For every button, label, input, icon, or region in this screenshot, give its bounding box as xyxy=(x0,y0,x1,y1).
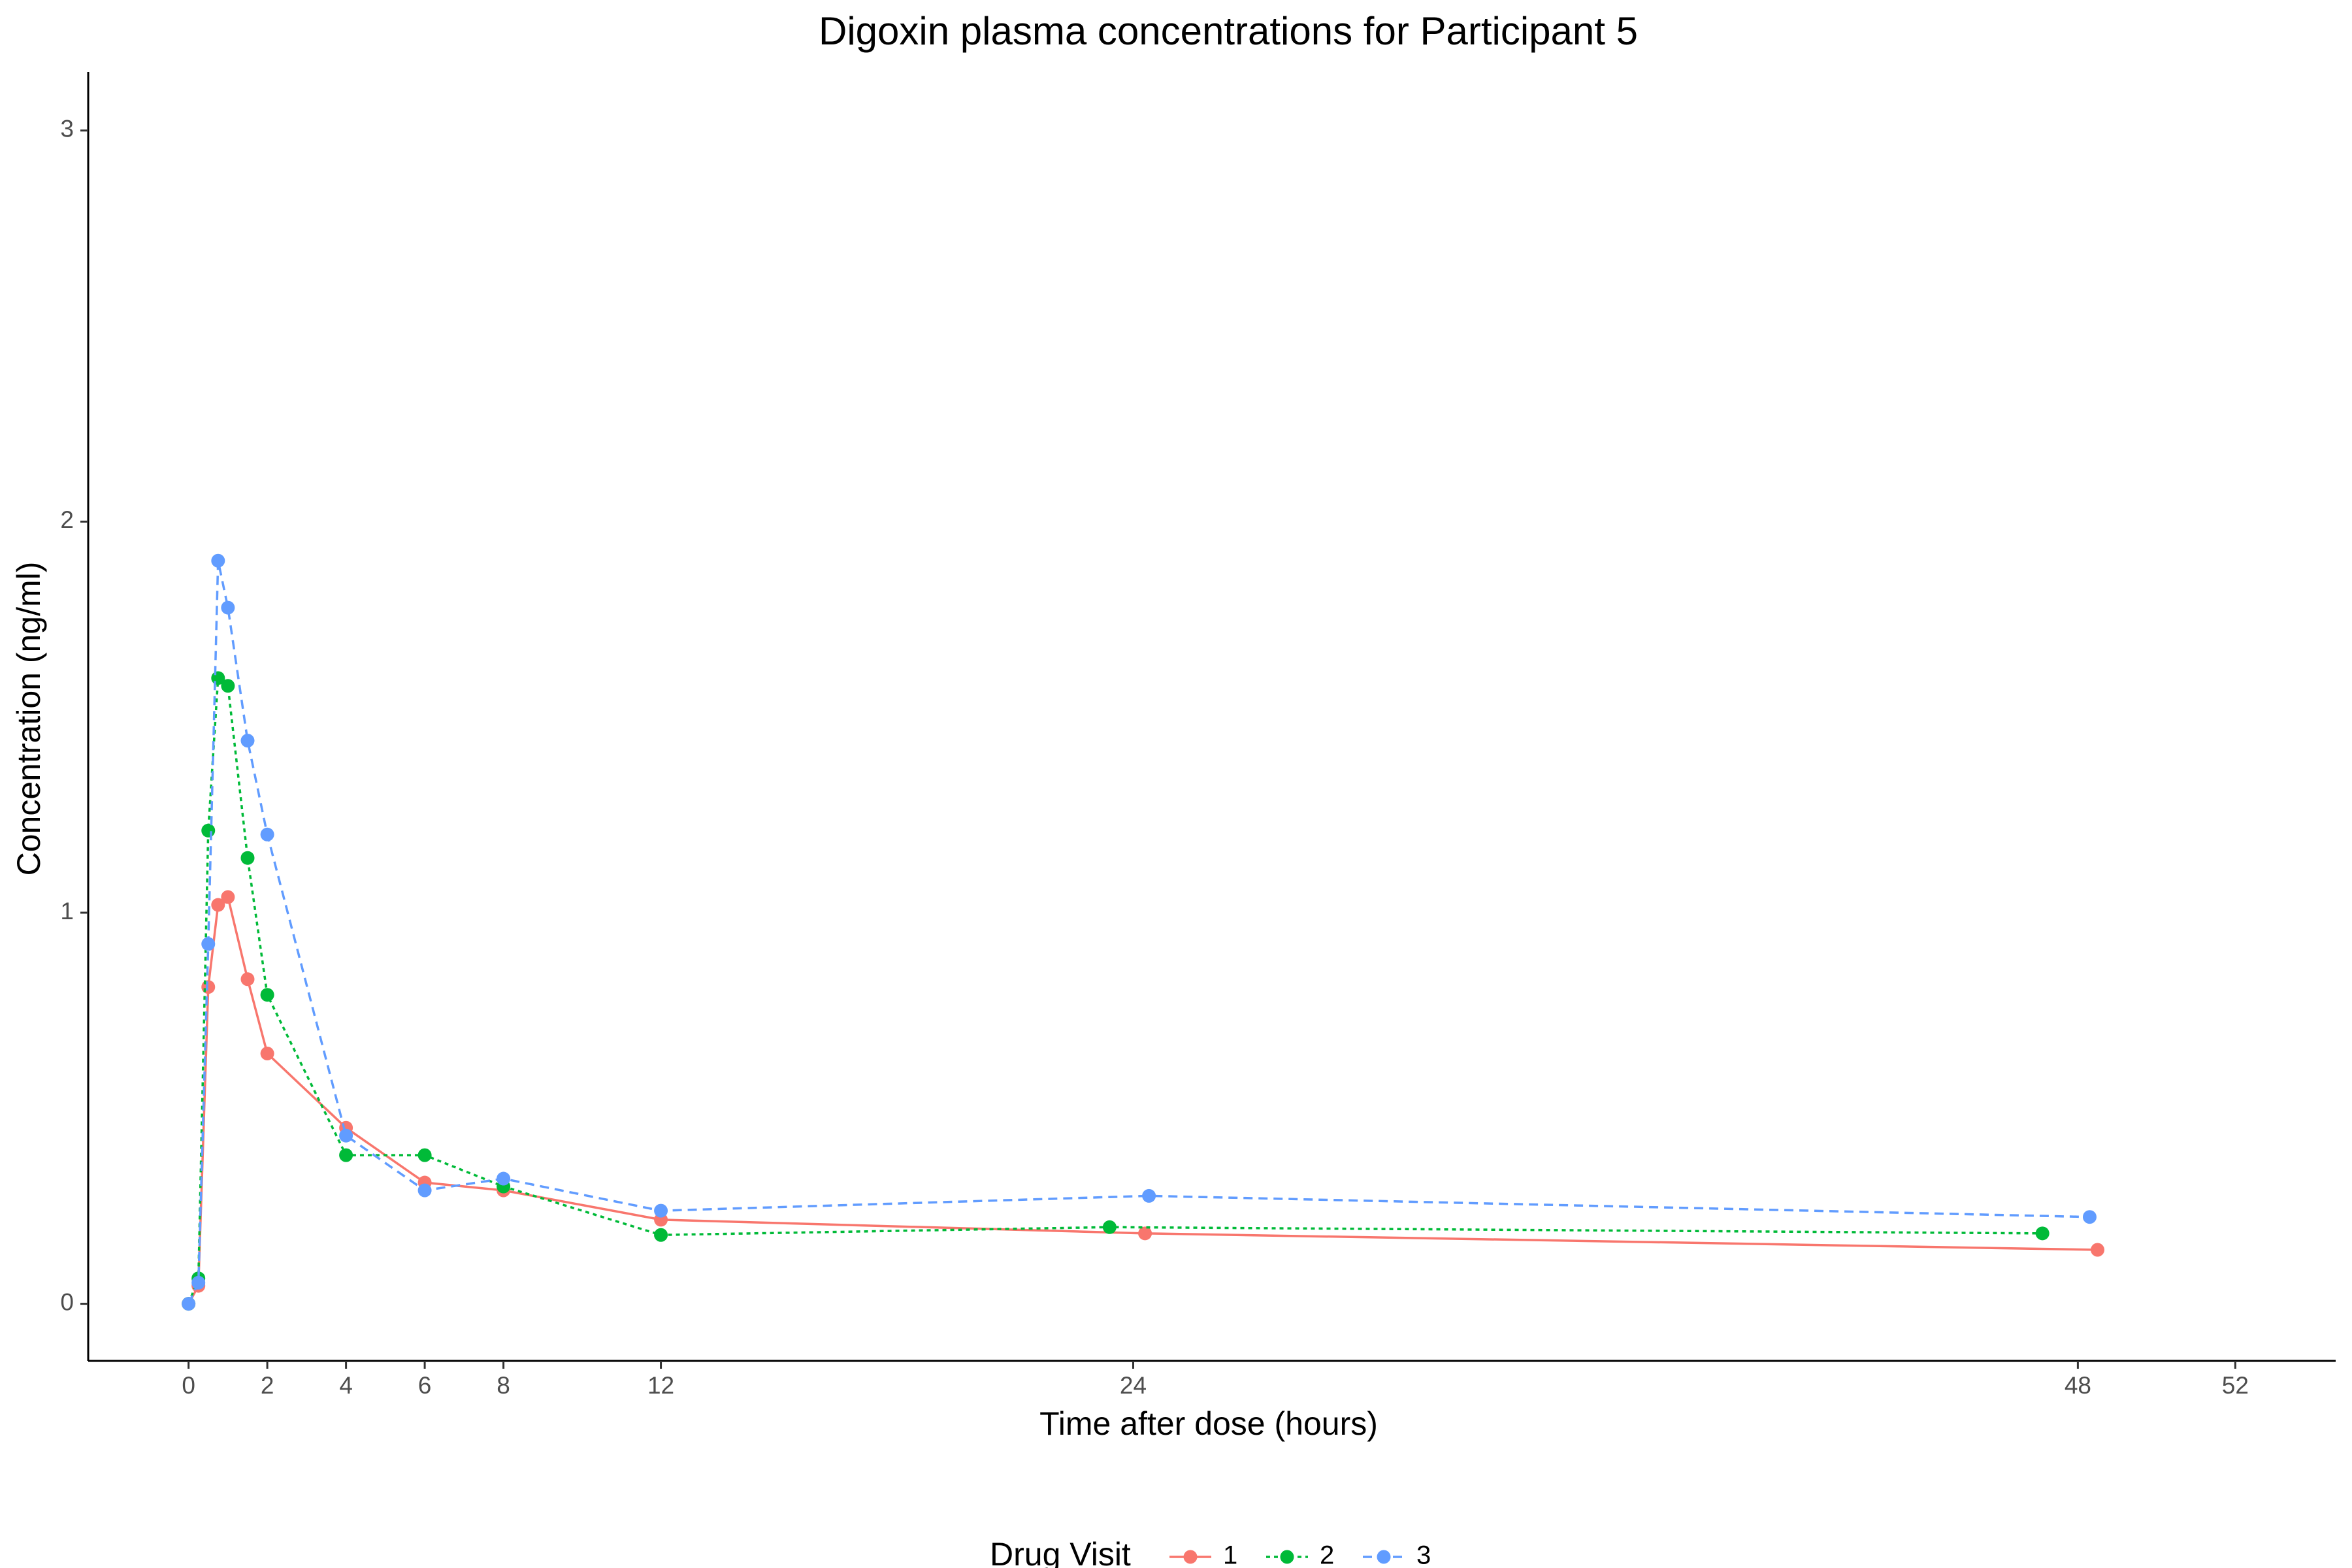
data-point xyxy=(1102,1220,1117,1234)
data-point xyxy=(339,1148,353,1162)
data-point xyxy=(191,1275,206,1290)
data-point xyxy=(2091,1243,2105,1257)
x-tick-label: 52 xyxy=(2222,1372,2249,1399)
data-point xyxy=(221,890,235,904)
series-line xyxy=(187,676,2043,1305)
data-point xyxy=(417,1183,432,1198)
data-point xyxy=(260,827,274,841)
data-point xyxy=(211,898,225,912)
legend-key-point xyxy=(1280,1550,1294,1564)
x-tick-label: 2 xyxy=(261,1372,274,1399)
legend-label: 1 xyxy=(1223,1541,1237,1568)
y-tick-label: 0 xyxy=(60,1288,74,1315)
data-point xyxy=(260,988,274,1002)
data-point xyxy=(201,823,216,838)
data-point xyxy=(2082,1210,2097,1224)
data-point xyxy=(240,972,255,987)
y-tick-label: 3 xyxy=(60,116,74,142)
x-tick-label: 24 xyxy=(1120,1372,1147,1399)
x-axis-title: Time after dose (hours) xyxy=(1039,1405,1378,1442)
legend-title: Drug Visit xyxy=(990,1536,1131,1568)
data-point xyxy=(497,1171,511,1186)
data-point xyxy=(201,937,216,951)
data-point xyxy=(2035,1226,2050,1241)
data-point xyxy=(654,1228,668,1242)
x-tick-label: 48 xyxy=(2065,1372,2091,1399)
data-point xyxy=(221,600,235,615)
series-line xyxy=(188,894,2098,1305)
y-tick-label: 1 xyxy=(60,898,74,924)
data-point xyxy=(182,1297,196,1311)
x-tick-label: 0 xyxy=(182,1372,195,1399)
x-tick-label: 12 xyxy=(647,1372,674,1399)
series-line xyxy=(188,560,2090,1305)
legend-label: 2 xyxy=(1320,1541,1334,1568)
x-tick-label: 8 xyxy=(497,1372,510,1399)
data-point xyxy=(1142,1188,1156,1203)
x-tick-label: 6 xyxy=(418,1372,432,1399)
legend-key-point xyxy=(1377,1550,1391,1564)
data-point xyxy=(1138,1226,1152,1241)
data-point xyxy=(654,1203,668,1218)
legend-key-point xyxy=(1183,1550,1198,1564)
data-point xyxy=(221,679,235,693)
data-point xyxy=(240,734,255,748)
x-tick-label: 4 xyxy=(339,1372,353,1399)
data-point xyxy=(339,1128,353,1143)
y-axis-title: Concentration (ng/ml) xyxy=(10,562,47,876)
data-point xyxy=(240,851,255,865)
chart-title: Digoxin plasma concentrations for Partic… xyxy=(819,9,1638,53)
data-point xyxy=(260,1046,274,1060)
legend-label: 3 xyxy=(1416,1541,1431,1568)
data-point xyxy=(417,1148,432,1162)
data-point xyxy=(211,553,225,568)
y-tick-label: 2 xyxy=(60,506,74,533)
